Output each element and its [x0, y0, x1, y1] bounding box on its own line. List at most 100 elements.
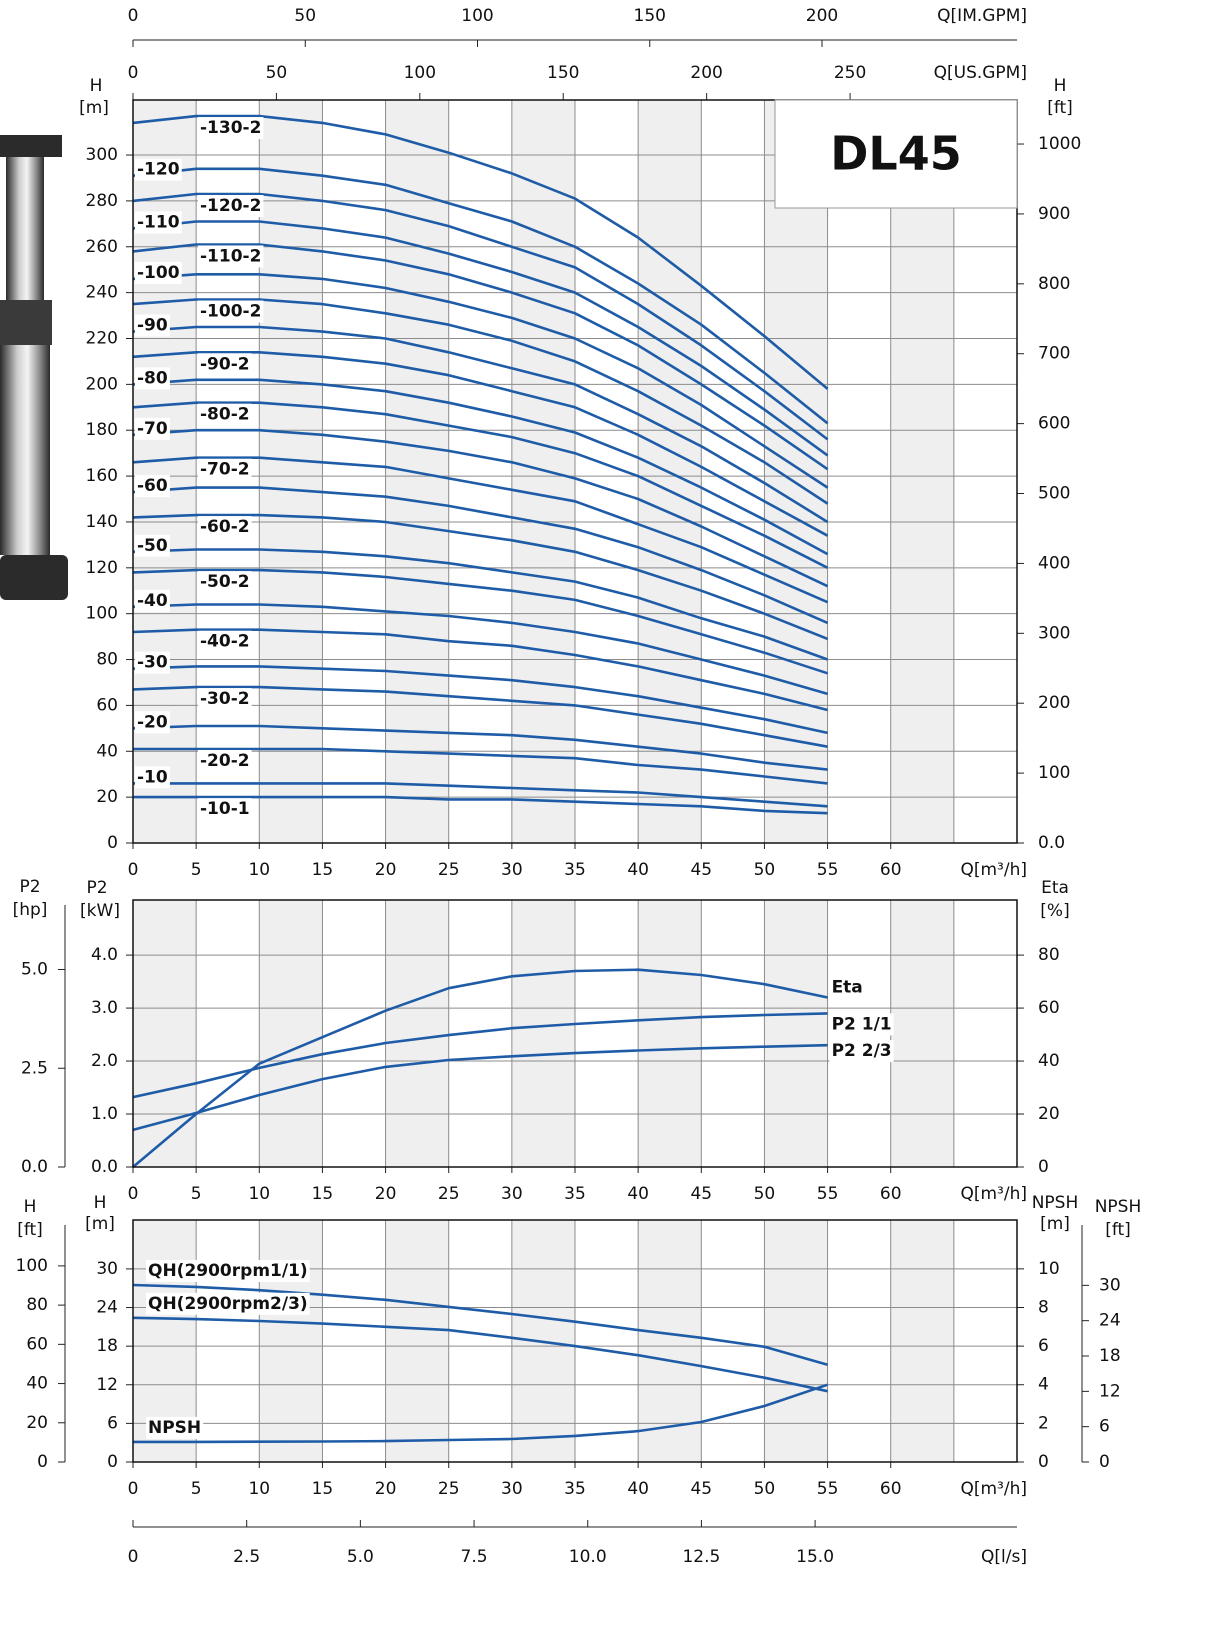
curve	[133, 1383, 829, 1444]
shaded-column	[764, 1220, 828, 1462]
y-tick-label: 200	[1038, 693, 1070, 713]
x-tick-label: 20	[375, 1184, 397, 1204]
curve	[132, 378, 829, 556]
series-label: -60-2	[200, 517, 250, 537]
axis-title: P2	[19, 877, 40, 897]
label-background	[198, 458, 252, 481]
label-background	[198, 300, 264, 323]
x-tick-label: 0	[128, 1547, 139, 1567]
series-label: -30-2	[200, 689, 250, 709]
shaded-column	[638, 1220, 702, 1462]
label-background	[198, 749, 252, 772]
y-tick-label: 8	[1038, 1297, 1049, 1317]
series-label: -110-2	[200, 246, 261, 266]
curve-layer	[132, 114, 829, 1444]
shaded-column	[638, 900, 702, 1167]
y-tick-label: 140	[86, 512, 118, 532]
shaded-column	[385, 1220, 449, 1462]
axis-title: [ft]	[17, 1220, 43, 1240]
series-label: QH(2900rpm1/1)	[148, 1261, 308, 1281]
y-tick-label: 100	[1038, 763, 1070, 783]
label-background	[198, 245, 264, 268]
curve	[133, 795, 828, 815]
series-label: P2 1/1	[832, 1014, 892, 1034]
x-tick-label: 5	[191, 1479, 202, 1499]
y-tick-label: 20	[26, 1413, 48, 1433]
y-tick-label: 180	[86, 420, 118, 440]
x-tick-label: 2.5	[233, 1547, 260, 1567]
curve	[132, 114, 829, 390]
shaded-column	[385, 900, 449, 1167]
x-tick-label: 25	[438, 1184, 460, 1204]
label-background	[198, 353, 252, 376]
y-tick-label: 2.0	[91, 1051, 118, 1071]
label-background	[146, 1260, 310, 1283]
y-tick-label: 2	[1038, 1413, 1049, 1433]
curve	[132, 192, 829, 441]
curve	[132, 273, 829, 489]
curve	[132, 513, 829, 641]
x-tick-label: 30	[501, 1479, 523, 1499]
y-tick-label: 4	[1038, 1375, 1049, 1395]
series-label: QH(2900rpm2/3)	[148, 1294, 308, 1314]
x-tick-label: 100	[461, 6, 493, 26]
y-tick-label: 500	[1038, 484, 1070, 504]
axis-title: [m]	[79, 98, 109, 118]
y-tick-label: 200	[86, 374, 118, 394]
axis-layer: 0 5 10 15 20 25 30 35 40 45 50 55 60 Q[m³/h]020406080…	[13, 6, 1142, 1567]
label-background	[135, 711, 170, 734]
x-tick-label: 45	[690, 1184, 712, 1204]
shaded-column	[890, 900, 954, 1167]
y-tick-label: 18	[96, 1336, 118, 1356]
y-tick-label: 24	[96, 1298, 118, 1318]
y-tick-label: 20	[96, 787, 118, 807]
shaded-column	[511, 900, 575, 1167]
series-label: -90-2	[200, 354, 250, 374]
y-tick-label: 0	[1099, 1452, 1110, 1472]
y-tick-label: 60	[1038, 998, 1060, 1018]
curve	[132, 1283, 828, 1367]
x-tick-label: 50	[754, 860, 776, 880]
curve	[132, 968, 828, 1168]
x-tick-label: 7.5	[461, 1547, 488, 1567]
x-tick-label: 50	[754, 1479, 776, 1499]
axis-title: P2	[86, 878, 107, 898]
y-tick-label: 6	[107, 1413, 118, 1433]
title-box	[774, 99, 1018, 209]
axis-title: [%]	[1040, 901, 1069, 921]
x-tick-label: 10	[248, 1479, 270, 1499]
series-label: -50	[137, 536, 168, 556]
curve	[132, 243, 829, 471]
axis-title: Eta	[1041, 878, 1069, 898]
y-tick-label: 10	[1038, 1259, 1060, 1279]
y-tick-label: 800	[1038, 274, 1070, 294]
curve	[132, 325, 829, 524]
y-tick-label: 280	[86, 191, 118, 211]
label-background	[135, 367, 170, 390]
label-background	[135, 589, 170, 612]
y-tick-label: 80	[1038, 945, 1060, 965]
curve	[132, 486, 829, 625]
x-tick-label: 20	[375, 1479, 397, 1499]
x-tick-label: 5	[191, 860, 202, 880]
x-tick-label: 15	[312, 1184, 334, 1204]
y-tick-label: 24	[1099, 1311, 1121, 1331]
x-tick-label: 35	[564, 860, 586, 880]
x-tick-label: 50	[294, 6, 316, 26]
x-tick-label: 15	[312, 1479, 334, 1499]
curve	[133, 782, 828, 808]
curve	[132, 220, 829, 457]
series-label: -80	[137, 368, 168, 388]
curve	[132, 351, 829, 537]
x-tick-label: 5	[191, 1184, 202, 1204]
x-tick-label: 150	[547, 63, 579, 83]
label-background	[135, 766, 170, 789]
x-tick-label: 15	[312, 860, 334, 880]
x-tick-label: 60	[880, 1184, 902, 1204]
x-axis-title: Q[m³/h]	[960, 860, 1027, 880]
curve	[132, 1043, 828, 1132]
curve	[132, 401, 829, 569]
label-background	[198, 195, 264, 218]
x-tick-label: 40	[627, 1184, 649, 1204]
x-tick-label: 0	[128, 1479, 139, 1499]
